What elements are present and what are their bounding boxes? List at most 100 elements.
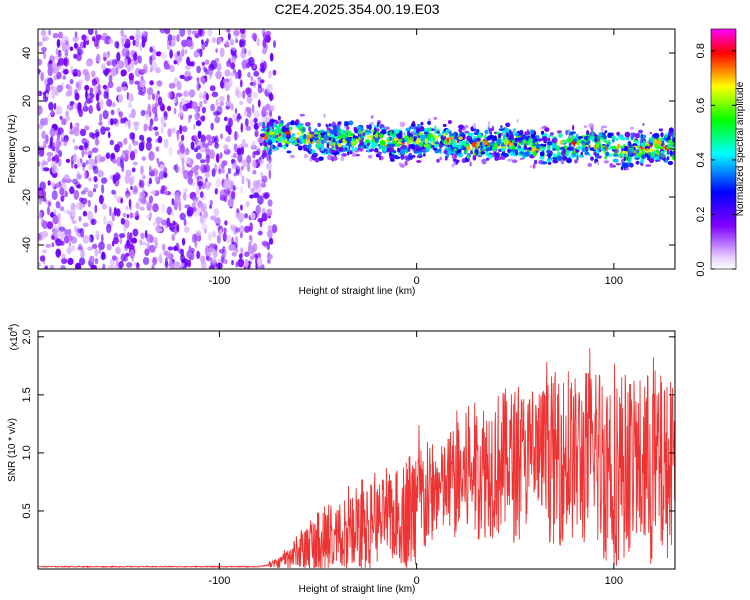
spectrogram-cell	[493, 152, 497, 156]
spectrogram-cell	[201, 224, 208, 231]
spectrogram-cell	[589, 147, 593, 151]
spectrogram-cell	[426, 127, 432, 132]
spectrogram-cell	[423, 143, 430, 148]
spectrogram-cell	[595, 143, 600, 149]
spectrogram-cell	[333, 142, 336, 146]
spectrogram-cell	[596, 160, 600, 166]
spectrogram-cell	[471, 146, 474, 153]
spectrogram-cell	[302, 127, 306, 133]
spectrogram-cell	[660, 154, 666, 158]
spectrogram-cell	[203, 99, 208, 105]
spectrogram-cell	[491, 145, 497, 151]
spectrogram-cell	[252, 92, 259, 99]
spectrogram-cell	[101, 64, 106, 71]
spectrogram-cell	[159, 29, 166, 34]
spectrogram-cell	[201, 203, 207, 213]
spectrogram-cell	[139, 179, 145, 189]
spectrogram-cell	[122, 212, 127, 218]
spectrogram-cell	[573, 138, 577, 143]
spectrogram-cell	[140, 165, 144, 175]
spectrogram-cell	[63, 58, 68, 64]
spectrogram-cell	[495, 152, 501, 158]
spectrogram-cell	[247, 163, 251, 173]
spectrogram-cell	[378, 151, 382, 155]
spectrogram-cell	[207, 251, 213, 257]
spectrogram-cell	[142, 30, 148, 37]
spectrogram-cell	[97, 89, 102, 95]
spectrogram-cell	[209, 247, 215, 253]
spectrogram-cell	[69, 101, 75, 106]
spectrogram-cell	[209, 149, 216, 160]
spectrogram-cell	[531, 147, 536, 152]
spectrogram-cell	[266, 241, 270, 251]
spectrogram-cell	[238, 213, 245, 223]
spectrogram-cell	[152, 106, 158, 114]
spectrogram-cell	[228, 117, 233, 128]
spectrogram-cell	[299, 113, 305, 117]
spectrogram-cell	[87, 246, 94, 251]
spectrogram-cell	[381, 129, 387, 135]
spectrogram-cell	[396, 133, 402, 138]
spectrogram-cell	[181, 237, 186, 246]
spectrogram-cell	[634, 133, 641, 139]
spectrogram-cell	[262, 38, 267, 49]
spectrogram-cell	[79, 128, 87, 137]
spectrogram-cell	[249, 222, 253, 233]
spectrogram-cell	[351, 148, 355, 152]
spectrogram-cell	[271, 224, 278, 234]
spectrogram-cell	[226, 135, 232, 143]
snr-multiplier: (x104)	[8, 324, 20, 351]
spectrogram-cell	[570, 134, 574, 140]
spectrogram-cell	[447, 150, 452, 155]
spectrogram-cell	[671, 154, 675, 161]
spectrogram-cell	[267, 251, 271, 257]
spectrogram-cell	[599, 143, 602, 146]
spectrogram-cell	[269, 94, 274, 101]
spectrogram-cell	[191, 196, 199, 202]
spectrogram-cell	[223, 227, 227, 234]
spectrogram-cell	[551, 143, 557, 149]
spectrogram-cell	[575, 151, 579, 157]
spectrogram-cell	[163, 250, 169, 256]
spectrogram-cell	[148, 177, 152, 185]
spectrogram-cell	[584, 151, 590, 156]
spectrogram-cell	[516, 147, 523, 152]
spectrogram-cell	[41, 130, 46, 140]
spectrogram-cell	[227, 126, 232, 136]
spectrogram-cell	[136, 262, 140, 268]
spectrogram-cell	[395, 143, 401, 147]
spectrogram-cell	[130, 185, 133, 191]
spectrogram-cell	[176, 34, 180, 42]
spectrogram-cell	[196, 81, 201, 91]
spectrogram-cell	[191, 101, 198, 110]
spectrogram-cell	[173, 245, 178, 251]
spectrogram-cell	[272, 69, 277, 76]
spectrogram-cell	[299, 138, 303, 143]
spectrogram-cell	[55, 201, 61, 209]
spectrogram-cell	[84, 125, 90, 131]
spectrogram-cell	[529, 129, 535, 135]
spectrogram-cell	[623, 145, 629, 152]
spectrogram-cell	[171, 210, 175, 216]
spectrogram-cell	[536, 135, 540, 140]
spectrogram-cell	[267, 121, 270, 128]
spectrogram-cell	[169, 261, 176, 269]
spectrogram-cell	[151, 93, 156, 101]
spectrogram-cell	[609, 163, 614, 168]
spectrogram-cell	[526, 129, 530, 136]
spectrogram-panel: -100 0 100 -40 -20 0 20 40 Height of straight l…	[7, 28, 676, 297]
spectrogram-cell	[584, 125, 587, 129]
spectrogram-cell	[453, 131, 456, 136]
spectrogram-cell	[135, 202, 140, 210]
spectrogram-cell	[196, 181, 204, 187]
spectrogram-cell	[213, 243, 218, 250]
spectrogram-cell	[125, 193, 130, 199]
spectrogram-cell	[235, 71, 239, 80]
x-tick-label: -100	[208, 575, 230, 587]
spectrogram-cell	[262, 126, 266, 129]
spectrogram-cell	[108, 38, 114, 44]
spectrogram-cell	[588, 154, 591, 157]
spectrogram-cell	[91, 218, 95, 226]
spectrogram-cell	[160, 219, 168, 226]
spectrogram-cell	[374, 137, 379, 143]
